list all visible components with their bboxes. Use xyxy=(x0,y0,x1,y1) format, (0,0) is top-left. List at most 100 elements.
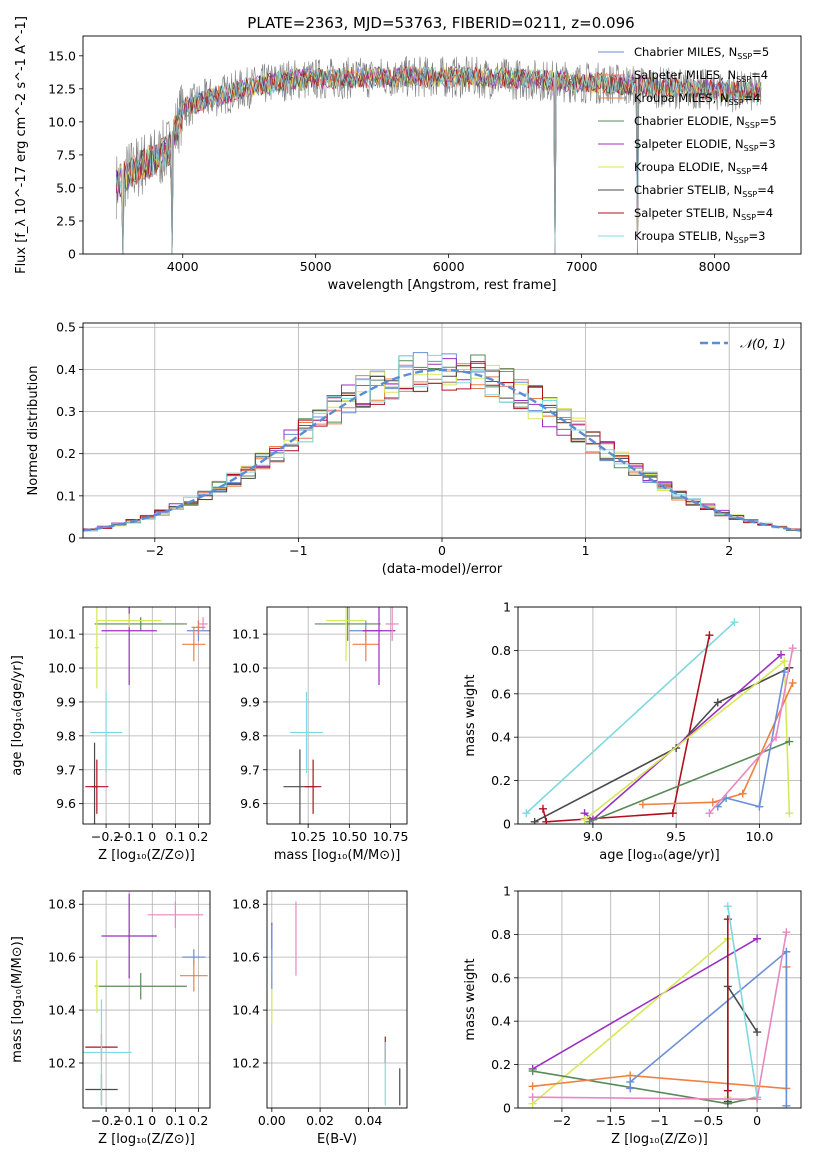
plot-area xyxy=(83,352,801,532)
y-tick-label: 0 xyxy=(503,1101,511,1116)
x-axis-label: E(B-V) xyxy=(317,1132,357,1147)
data-point xyxy=(147,901,204,929)
y-axis-label: mass [log₁₀(M/M⊙)] xyxy=(10,936,25,1063)
y-tick-label: 0.2 xyxy=(491,773,511,788)
y-tick-label: 10.1 xyxy=(48,627,76,642)
series-line xyxy=(522,618,739,818)
series-line xyxy=(723,915,732,1095)
series-path xyxy=(717,671,786,808)
series-line xyxy=(528,934,762,1073)
plot-area xyxy=(115,55,762,254)
y-tick-label: 10.2 xyxy=(232,1056,260,1071)
plus-marker xyxy=(753,1028,762,1037)
x-axis-label: age [log₁₀(age/yr)] xyxy=(599,848,720,863)
plus-marker xyxy=(782,1101,791,1108)
x-axis-label: Z [log₁₀(Z/Z⊙)] xyxy=(98,1132,195,1147)
y-tick-label: 0.4 xyxy=(491,1014,511,1029)
plot-area xyxy=(522,618,797,824)
figure-title: PLATE=2363, MJD=53763, FIBERID=0211, z=0… xyxy=(247,14,634,32)
series-path xyxy=(525,621,735,814)
panel-mass-vs-Z: −0.2−0.1 0 0.1 0.2 10.2 10.4 10.6 10.8 Z [log₁₀(… xyxy=(10,890,211,1147)
legend-label: Chabrier STELIB, NSSP=4 xyxy=(634,183,774,199)
data-point xyxy=(94,607,100,689)
plus-marker xyxy=(542,817,551,824)
normal-curve xyxy=(83,368,801,532)
series-line xyxy=(713,668,789,811)
x-tick-label: −2 xyxy=(553,1113,571,1128)
y-tick-label: 0 xyxy=(68,247,76,262)
series-path xyxy=(542,635,711,823)
data-point xyxy=(94,973,187,1000)
y-tick-label: 0.1 xyxy=(56,488,76,503)
x-tick-label: 0.04 xyxy=(354,1113,382,1128)
x-tick-label: 0.1 xyxy=(165,829,185,844)
data-point xyxy=(179,959,208,992)
y-tick-label: 1 xyxy=(503,600,511,615)
data-point xyxy=(352,627,379,662)
x-tick-label: 10.0 xyxy=(745,829,773,844)
plus-marker xyxy=(723,902,732,911)
x-tick-label: −0.2 xyxy=(91,1113,121,1128)
plot-area xyxy=(271,901,401,1106)
panels: 4000 5000 6000 7000 8000 0 2.5 5.0 7.5 10.0 12.5 15… xyxy=(10,16,802,1147)
x-tick-label: 8000 xyxy=(699,259,731,274)
panel-residuals: −2 −1 0 1 2 0 0.1 0.2 0.3 0.4 0.5 (data-model)/erro… xyxy=(26,320,802,577)
y-tick-label: 10.0 xyxy=(48,114,76,129)
y-tick-label: 0.2 xyxy=(56,446,76,461)
plus-marker xyxy=(785,737,794,746)
plus-marker xyxy=(626,1077,635,1086)
y-tick-label: 0.6 xyxy=(491,686,511,701)
y-tick-label: 9.8 xyxy=(240,728,260,743)
y-tick-label: 0.8 xyxy=(491,643,511,658)
plus-marker xyxy=(708,798,717,807)
x-tick-label: 1 xyxy=(582,543,590,558)
y-tick-label: 9.7 xyxy=(240,762,260,777)
plus-marker xyxy=(530,817,539,824)
data-point xyxy=(101,607,157,685)
y-tick-label: 10.6 xyxy=(48,950,76,965)
data-point xyxy=(326,607,366,662)
x-tick-label: 6000 xyxy=(433,259,465,274)
y-tick-label: 10.4 xyxy=(48,1003,76,1018)
legend-label: Kroupa STELIB, NSSP=3 xyxy=(634,229,765,245)
x-tick-label: 9.5 xyxy=(666,829,686,844)
spectrum-model-line xyxy=(115,66,762,254)
plus-marker xyxy=(705,631,714,640)
x-axis-label: wavelength [Angstrom, rest frame] xyxy=(328,278,557,293)
y-tick-label: 10.4 xyxy=(232,1003,260,1018)
data-point xyxy=(290,691,323,774)
spectrum-model-line xyxy=(115,66,762,254)
plus-marker xyxy=(753,1095,762,1104)
x-tick-label: 10.75 xyxy=(373,829,409,844)
spectrum-data-line xyxy=(115,55,762,254)
legend-label: Salpeter ELODIE, NSSP=3 xyxy=(634,137,776,153)
plus-marker xyxy=(638,800,647,809)
x-tick-label: −0.1 xyxy=(114,1113,144,1128)
x-tick-label: −1.5 xyxy=(596,1113,626,1128)
series-line xyxy=(580,657,794,824)
x-tick-label: 0.2 xyxy=(189,829,209,844)
x-tick-label: 10.25 xyxy=(290,829,326,844)
legend-label: Salpeter STELIB, NSSP=4 xyxy=(634,206,773,222)
x-axis-label: Z [log₁₀(Z/Z⊙)] xyxy=(611,1132,708,1147)
series-line xyxy=(723,902,762,1102)
y-tick-label: 0.2 xyxy=(491,1057,511,1072)
x-tick-label: 0 xyxy=(753,1113,761,1128)
data-point xyxy=(94,617,187,631)
data-point xyxy=(314,607,381,641)
plus-marker xyxy=(713,698,722,707)
series-path xyxy=(532,938,758,1070)
plus-marker xyxy=(780,668,789,677)
y-tick-label: 0 xyxy=(68,531,76,546)
panel-age-vs-Z: −0.2−0.1 0 0.1 0.2 9.6 9.7 9.8 9.9 10.0 10.1 Z [lo… xyxy=(10,606,211,863)
axes-frame xyxy=(82,890,211,1109)
series-line xyxy=(705,644,797,818)
x-axis-label: Z [log₁₀(Z/Z⊙)] xyxy=(98,848,195,863)
x-tick-label: −0.1 xyxy=(114,829,144,844)
plus-marker xyxy=(788,644,797,653)
y-tick-label: 10.6 xyxy=(232,950,260,965)
x-axis-label: mass [log₁₀(M/M⊙)] xyxy=(274,848,401,863)
panel-mass-weight-vs-Z: −2 −1.5 −1 −0.5 0 0 0.2 0.4 0.6 0.8 1 Z [log₁₀(Z/Z⊙… xyxy=(463,884,802,1147)
plus-marker xyxy=(788,678,797,687)
